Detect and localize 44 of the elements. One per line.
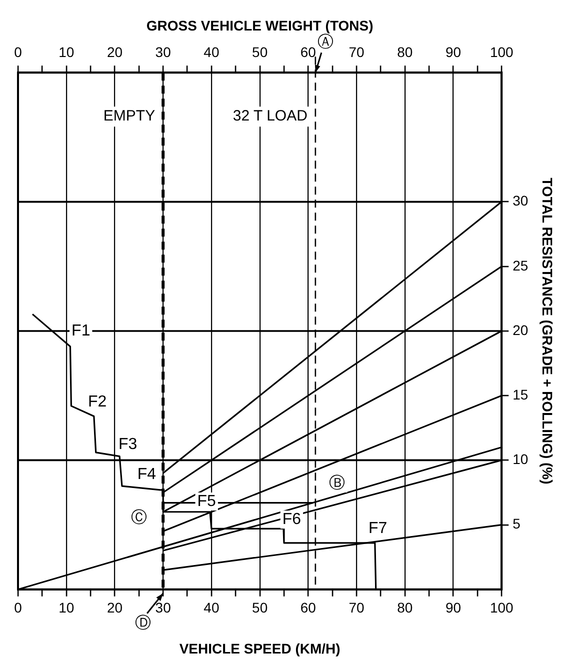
x-tick-label: 10 — [58, 600, 74, 616]
y-tick-label: 15 — [512, 386, 528, 402]
annotation: F1 — [72, 322, 90, 340]
x-tick-label: 90 — [445, 600, 462, 616]
x-tick-label: 40 — [204, 600, 220, 616]
annotation: Ⓒ — [130, 508, 147, 527]
x2-tick-label: 100 — [490, 44, 514, 60]
y-tick-label: 20 — [512, 322, 528, 338]
x-tick-label: 100 — [490, 600, 514, 616]
x-tick-label: 60 — [300, 600, 316, 616]
x2-tick-label: 60 — [300, 44, 316, 60]
y-tick-label: 25 — [512, 257, 528, 274]
x2-tick-label: 80 — [397, 44, 413, 60]
x2-tick-label: 50 — [252, 44, 268, 60]
annotation: F5 — [197, 492, 216, 510]
y-tick-label: 5 — [512, 516, 521, 532]
x2-tick-label: 90 — [445, 44, 462, 60]
x-tick-label: 70 — [348, 600, 365, 616]
ref-line-label: EMPTY — [103, 108, 156, 125]
annotation: Ⓓ — [135, 614, 152, 632]
x2-tick-label: 40 — [204, 44, 220, 60]
x2-tick-label: 70 — [348, 44, 365, 60]
y-tick-label: 10 — [512, 451, 528, 468]
x2-tick-label: 20 — [106, 44, 123, 60]
x2-tick-label: 10 — [58, 44, 74, 60]
x2-axis-title: GROSS VEHICLE WEIGHT (TONS) — [146, 17, 374, 34]
ref-line-label: 32 T LOAD — [232, 108, 308, 125]
y-tick-label: 30 — [512, 192, 528, 209]
annotation: F7 — [368, 520, 388, 538]
x-tick-label: 80 — [397, 600, 413, 616]
x-tick-label: 20 — [106, 600, 123, 616]
annotation: Ⓐ — [317, 33, 334, 52]
x-axis-title: VEHICLE SPEED (KM/H) — [179, 640, 340, 656]
annotation: F3 — [118, 436, 138, 454]
x-tick-label: 0 — [14, 600, 22, 616]
annotation: F2 — [88, 393, 107, 410]
x2-tick-label: 30 — [155, 44, 172, 60]
y-axis-title: TOTAL RESISTANCE (GRADE + ROLLING) (%) — [540, 178, 556, 484]
annotation: Ⓑ — [329, 474, 346, 492]
x-tick-label: 50 — [252, 600, 268, 616]
annotation: F6 — [282, 511, 302, 528]
annotation: F4 — [137, 466, 156, 483]
x2-tick-label: 0 — [14, 44, 22, 60]
x-tick-label: 30 — [155, 600, 172, 616]
